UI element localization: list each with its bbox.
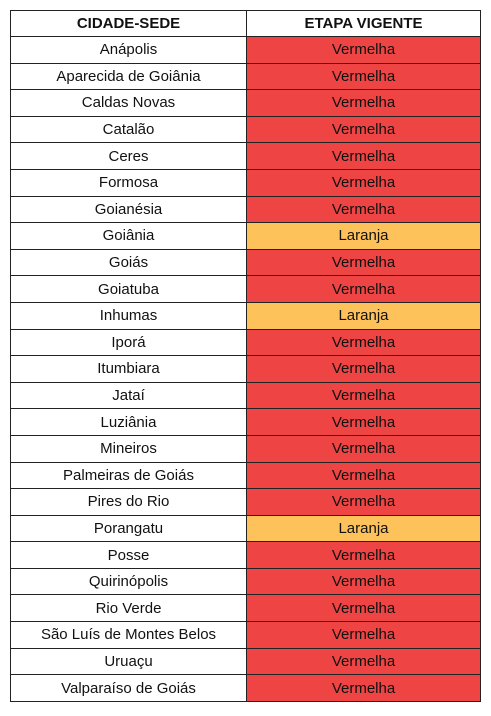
table-row: Caldas Novas Vermelha [10,89,481,117]
city-cell: Uruaçu [10,647,247,676]
city-cell: Porangatu [10,514,247,543]
city-cell: Anápolis [10,36,247,64]
stage-cell: Vermelha [246,674,481,702]
table-container: CIDADE-SEDE ETAPA VIGENTE Anápolis Vermel… [10,10,481,702]
stage-cell: Vermelha [246,328,481,357]
stage-cell: Vermelha [246,594,481,623]
table-row: Rio Verde Vermelha [10,594,481,623]
stage-cell: Vermelha [246,89,481,117]
stage-cell: Vermelha [246,381,481,410]
city-cell: Quirinópolis [10,567,247,596]
stage-table: CIDADE-SEDE ETAPA VIGENTE Anápolis Vermel… [10,10,481,702]
stage-cell: Vermelha [246,36,481,64]
stage-cell: Laranja [246,301,481,330]
stage-cell: Vermelha [246,62,481,91]
table-row: Porangatu Laranja [10,514,481,543]
table-row: Aparecida de Goiânia Vermelha [10,62,481,91]
table-row: Mineiros Vermelha [10,434,481,463]
table-row: Uruaçu Vermelha [10,647,481,676]
stage-cell: Vermelha [246,355,481,383]
city-cell: Luziânia [10,408,247,436]
table-row: Catalão Vermelha [10,115,481,144]
city-cell: Pires do Rio [10,488,247,516]
table-row: Quirinópolis Vermelha [10,567,481,596]
table-body: Anápolis Vermelha Aparecida de Goiânia Verm… [10,36,481,702]
city-cell: Rio Verde [10,594,247,623]
table-row: Goianésia Vermelha [10,195,481,224]
city-cell: Mineiros [10,434,247,463]
city-cell: Goianésia [10,195,247,224]
stage-cell: Vermelha [246,275,481,303]
stage-cell: Vermelha [246,142,481,170]
table-row: Pires do Rio Vermelha [10,488,481,516]
header-city: CIDADE-SEDE [10,10,247,37]
city-cell: Aparecida de Goiânia [10,62,247,91]
city-cell: Ceres [10,142,247,170]
table-row: Jataí Vermelha [10,381,481,410]
table-row: Palmeiras de Goiás Vermelha [10,461,481,490]
stage-cell: Vermelha [246,621,481,649]
city-cell: Posse [10,541,247,569]
stage-cell: Vermelha [246,461,481,490]
city-cell: Caldas Novas [10,89,247,117]
table-row: Goiatuba Vermelha [10,275,481,303]
city-cell: Goiás [10,248,247,277]
stage-cell: Vermelha [246,168,481,197]
city-cell: Goiatuba [10,275,247,303]
table-row: Ceres Vermelha [10,142,481,170]
table-row: Formosa Vermelha [10,168,481,197]
stage-cell: Vermelha [246,248,481,277]
city-cell: Jataí [10,381,247,410]
table-row: Luziânia Vermelha [10,408,481,436]
table-row: Itumbiara Vermelha [10,355,481,383]
city-cell: Itumbiara [10,355,247,383]
city-cell: Iporá [10,328,247,357]
table-row: Posse Vermelha [10,541,481,569]
table-row: Goiânia Laranja [10,222,481,250]
city-cell: Valparaíso de Goiás [10,674,247,702]
table-row: Anápolis Vermelha [10,36,481,64]
stage-cell: Vermelha [246,115,481,144]
city-cell: Palmeiras de Goiás [10,461,247,490]
header-stage: ETAPA VIGENTE [246,10,481,37]
table-row: Valparaíso de Goiás Vermelha [10,674,481,702]
city-cell: Formosa [10,168,247,197]
stage-cell: Vermelha [246,567,481,596]
stage-cell: Vermelha [246,195,481,224]
stage-cell: Vermelha [246,434,481,463]
city-cell: São Luís de Montes Belos [10,621,247,649]
city-cell: Inhumas [10,301,247,330]
table-row: Inhumas Laranja [10,301,481,330]
stage-cell: Laranja [246,222,481,250]
city-cell: Catalão [10,115,247,144]
city-cell: Goiânia [10,222,247,250]
stage-cell: Vermelha [246,488,481,516]
stage-cell: Vermelha [246,647,481,676]
stage-cell: Vermelha [246,541,481,569]
stage-cell: Laranja [246,514,481,543]
table-row: São Luís de Montes Belos Vermelha [10,621,481,649]
stage-cell: Vermelha [246,408,481,436]
header-row: CIDADE-SEDE ETAPA VIGENTE [10,10,481,37]
table-row: Goiás Vermelha [10,248,481,277]
table-row: Iporá Vermelha [10,328,481,357]
